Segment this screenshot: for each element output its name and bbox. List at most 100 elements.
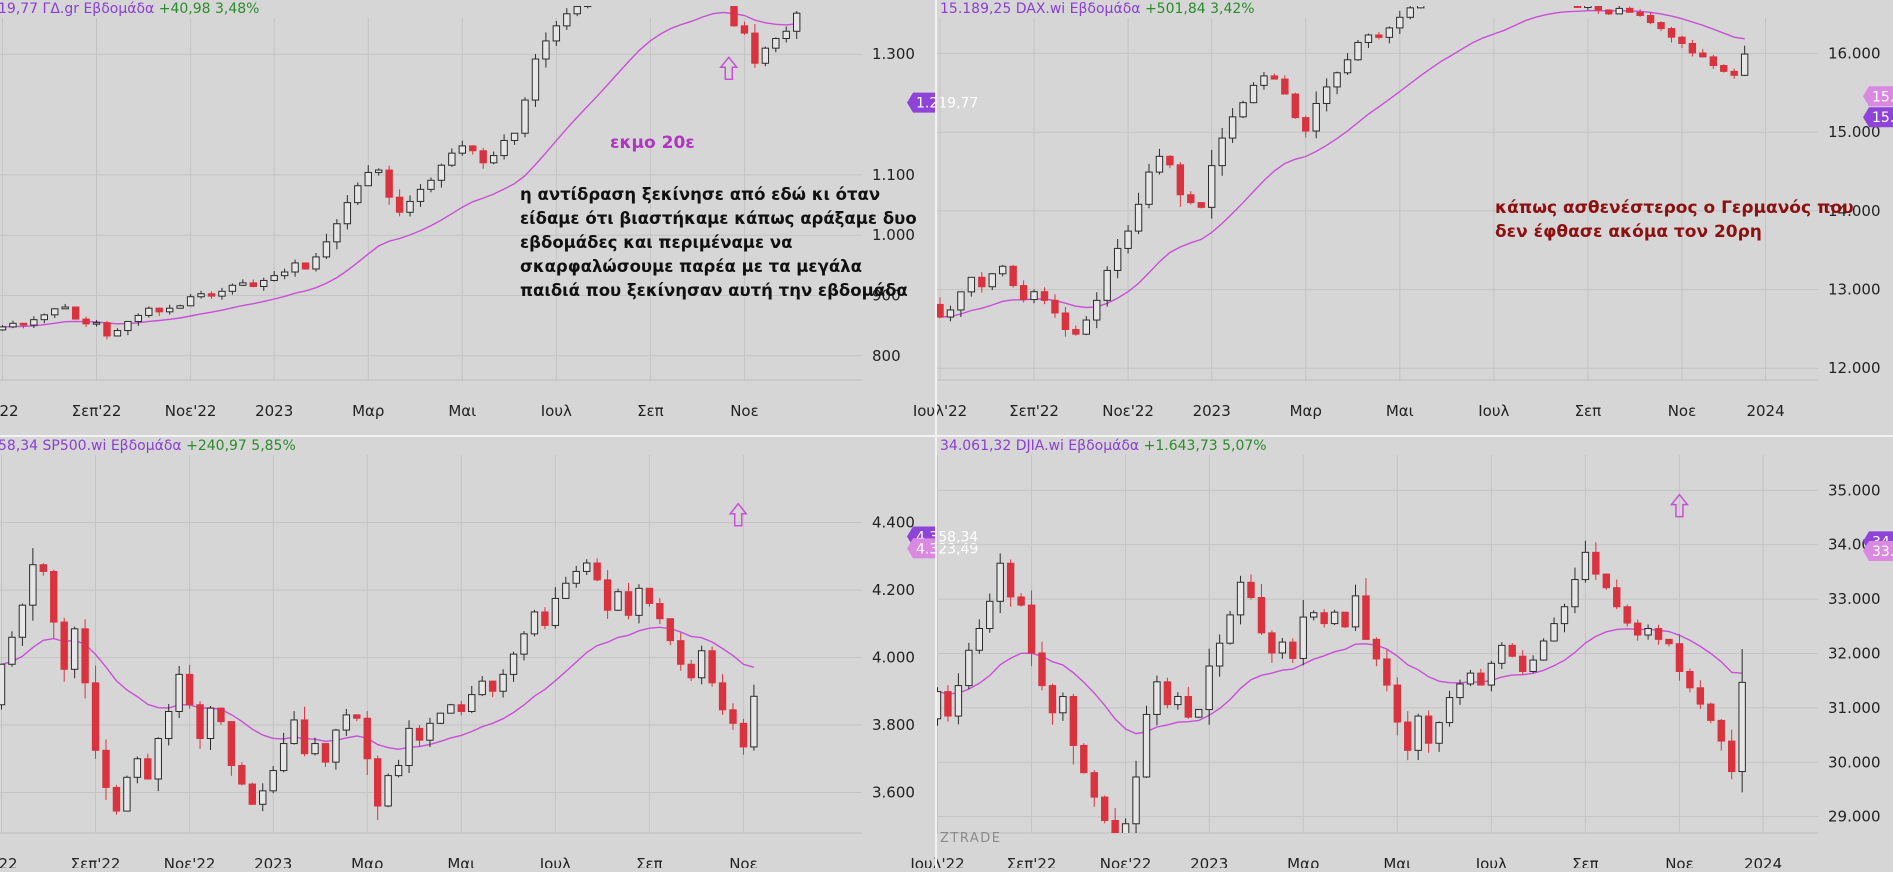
candle-down — [1166, 155, 1174, 166]
candle-up — [133, 758, 142, 778]
candle-down — [1592, 551, 1600, 575]
candle-up — [1550, 623, 1558, 642]
x-tick-label: Σεπ'22 — [71, 855, 121, 868]
candle-up — [312, 256, 320, 270]
candle-down — [363, 717, 371, 760]
candle-up — [562, 582, 570, 599]
candle-down — [1657, 22, 1665, 30]
candle-down — [656, 603, 664, 620]
candle-up — [259, 790, 267, 805]
commentary-note: κάπως ασθενέστερος ο Γερμανός που δεν έφθ… — [1495, 198, 1854, 242]
x-tick-label: Μαρ — [352, 402, 384, 420]
candle-up — [0, 663, 6, 706]
candle-up — [447, 704, 455, 714]
x-tick-label: Νοε — [730, 402, 759, 420]
candle-up — [228, 284, 237, 292]
y-tick-label: 900 — [872, 287, 901, 305]
candle-up — [542, 40, 550, 60]
price-badge-bg — [1863, 107, 1893, 128]
candle-down — [60, 621, 68, 670]
candle-down — [479, 150, 487, 164]
candle-up — [165, 711, 173, 739]
candle-up — [946, 309, 955, 318]
candle-up — [51, 308, 59, 316]
candle-up — [1218, 137, 1226, 167]
candle-down — [1080, 744, 1088, 774]
candle-up — [1333, 72, 1341, 88]
chart-header: 19,77 ΓΔ.gr Εβδομάδα +40,98 3,48% — [0, 1, 259, 17]
candle-up — [1354, 41, 1362, 61]
candle-down — [395, 196, 404, 213]
y-tick-label: 35.000 — [1828, 481, 1881, 499]
candle-down — [603, 579, 612, 611]
candle-up — [134, 314, 143, 322]
candle-up — [1299, 616, 1307, 659]
y-tick-label: 4.000 — [872, 649, 915, 667]
x-tick-label: 2023 — [254, 855, 292, 868]
candle-up — [332, 729, 340, 763]
weekly-change-label: +40,98 3,48% — [159, 1, 260, 17]
price-badge-label: 1.219,77 — [916, 96, 978, 112]
candle-up — [1539, 640, 1548, 661]
candle-down — [1626, 7, 1634, 13]
candles-group — [0, 548, 758, 821]
chart-header: 58,34 SP500.wi Εβδομάδα +240,97 5,85% — [0, 438, 296, 454]
x-tick-label: λ'22 — [0, 402, 19, 420]
x-tick-label: Μαρ — [1287, 855, 1319, 868]
price-badge: 15.455,04 — [1863, 86, 1893, 107]
x-tick-label: Σεπ — [1572, 855, 1599, 868]
candle-down — [645, 587, 654, 604]
candle-up — [1278, 641, 1287, 654]
candle-up — [1581, 551, 1590, 581]
candle-down — [740, 25, 749, 34]
candle-up — [583, 562, 591, 572]
candle-up — [957, 291, 965, 311]
candle-down — [185, 673, 194, 706]
candle-down — [91, 682, 100, 751]
candle-up — [375, 169, 383, 173]
candle-down — [1320, 612, 1328, 625]
candle-down — [1302, 117, 1310, 132]
candle-up — [166, 307, 174, 313]
candle-down — [1594, 6, 1603, 11]
commentary-line: δεν έφθασε ακόμα τον 20ρη — [1495, 222, 1762, 242]
candle-up — [1113, 247, 1122, 271]
candle-down — [112, 786, 121, 812]
price-badge-bg — [907, 538, 935, 559]
candle-up — [988, 273, 996, 288]
candle-down — [1573, 6, 1582, 8]
price-badge-bg — [1863, 86, 1893, 107]
candle-up — [1142, 713, 1151, 778]
x-tick-label: Ιουλ — [541, 402, 572, 420]
candle-down — [385, 169, 393, 198]
candle-up — [1406, 7, 1414, 18]
candle-down — [593, 562, 601, 581]
candle-up — [468, 694, 476, 712]
candle-down — [1665, 638, 1673, 645]
candle-up — [614, 591, 622, 611]
price-badge: 33.884,26 — [1863, 541, 1893, 562]
candle-up — [458, 145, 467, 154]
candle-up — [291, 262, 299, 273]
candle-up — [500, 139, 508, 157]
candle-up — [1466, 672, 1475, 685]
candle-up — [406, 200, 414, 213]
y-tick-label: 30.000 — [1828, 753, 1881, 771]
candle-up — [416, 188, 425, 202]
x-tick-label: Μαι — [447, 855, 475, 868]
candle-down — [1040, 291, 1049, 301]
candle-down — [1424, 715, 1433, 744]
commentary-line: παιδιά που ξεκίνησαν αυτή την εβδομάδα — [520, 281, 908, 300]
candle-down — [82, 318, 90, 325]
candle-up — [260, 279, 268, 287]
candle-up — [448, 152, 456, 166]
candle-up — [510, 132, 519, 141]
candle-up — [1445, 697, 1454, 724]
x-tick-label: 2023 — [1190, 855, 1228, 868]
candle-up — [342, 714, 351, 731]
candle-down — [1393, 684, 1401, 723]
candle-down — [1111, 819, 1119, 833]
panel-divider-vertical — [935, 0, 937, 868]
candle-up — [1249, 84, 1258, 104]
candle-down — [457, 704, 466, 712]
